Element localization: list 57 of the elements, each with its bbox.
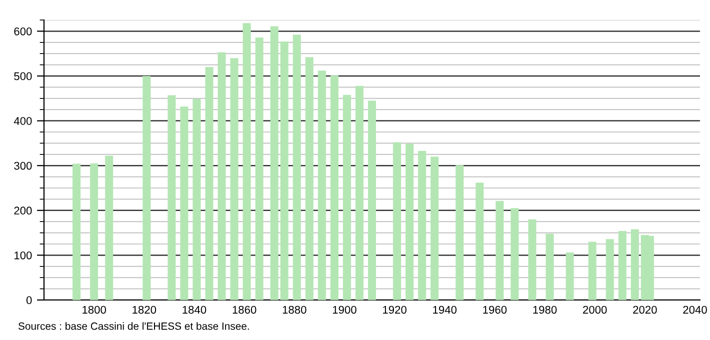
bar — [456, 165, 464, 300]
y-tick-label: 600 — [14, 27, 32, 36]
x-tick-label: 1940 — [433, 306, 457, 314]
y-tick-label: 500 — [14, 72, 32, 80]
bar — [588, 242, 596, 300]
bar — [242, 23, 251, 300]
bar — [90, 163, 98, 300]
bar — [142, 76, 151, 300]
y-tick-label: 0 — [26, 296, 32, 304]
bar — [528, 219, 536, 300]
bar — [180, 106, 188, 300]
x-tick-label: 1900 — [332, 306, 356, 314]
bar — [168, 95, 176, 300]
bar — [618, 231, 626, 300]
x-tick-label: 1860 — [232, 306, 256, 314]
bar — [218, 52, 226, 300]
bar — [305, 57, 314, 300]
y-tick-label: 100 — [14, 251, 32, 260]
y-tick-label: 400 — [14, 117, 32, 125]
bar — [393, 142, 402, 300]
x-tick-label: 1880 — [282, 306, 306, 314]
bar — [406, 144, 414, 300]
bar — [566, 252, 574, 300]
bar — [280, 42, 288, 300]
x-tick-label: 2040 — [683, 306, 707, 314]
x-tick-label: 1920 — [383, 306, 406, 314]
y-tick-label: 300 — [14, 162, 32, 170]
bar — [318, 70, 326, 300]
bar — [255, 37, 264, 300]
bar — [430, 156, 439, 300]
x-tick-label: 1840 — [182, 306, 206, 314]
bar — [330, 76, 338, 300]
bar — [292, 34, 301, 300]
bar — [606, 239, 614, 300]
bar — [72, 164, 81, 300]
x-tick-label: 2020 — [633, 306, 657, 314]
bar — [476, 182, 484, 300]
x-tick-label: 1800 — [82, 306, 106, 314]
source-note: Sources : base Cassini de l'EHESS et base Insee. — [18, 322, 249, 330]
bar — [105, 156, 114, 300]
bar — [342, 94, 351, 300]
bar — [630, 229, 639, 300]
x-tick-label: 1980 — [533, 306, 557, 314]
bar — [270, 26, 278, 300]
bar — [192, 98, 201, 300]
y-tick-label: 200 — [14, 206, 32, 215]
x-tick-label: 1820 — [132, 306, 156, 314]
bar — [510, 208, 519, 300]
x-tick-label: 1960 — [483, 306, 507, 314]
bar — [546, 234, 554, 300]
bar — [355, 86, 364, 300]
bar — [230, 58, 238, 300]
x-tick-label: 2000 — [583, 306, 607, 314]
bar — [368, 100, 376, 300]
bar — [496, 200, 504, 300]
bar — [205, 67, 214, 300]
bar — [418, 150, 426, 300]
